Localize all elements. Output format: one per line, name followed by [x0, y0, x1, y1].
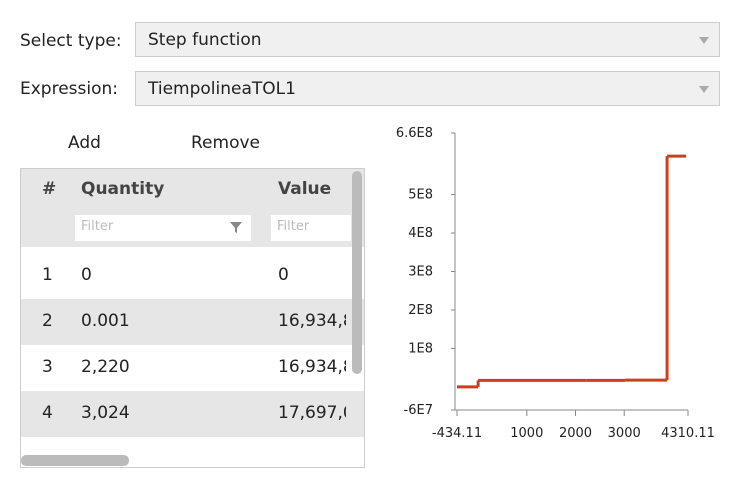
- y-tick-label: 2E8: [408, 303, 433, 318]
- filter-placeholder: Filter: [81, 219, 114, 234]
- y-tick-label: -6E7: [404, 403, 433, 418]
- table-cell: 16,934,8: [278, 311, 346, 331]
- table-cell: 2,220: [81, 357, 130, 377]
- dropdown-arrow: [699, 86, 709, 93]
- table-cell: 0.001: [81, 311, 130, 331]
- table-cell: 0: [81, 265, 92, 285]
- v-scrollbar[interactable]: [352, 171, 362, 374]
- table-row[interactable]: 3 2,220 16,934,8: [21, 345, 364, 391]
- header-cell[interactable]: Value: [278, 179, 332, 199]
- y-tick-label: 4E8: [408, 226, 433, 241]
- y-tick-label: 3E8: [408, 265, 433, 280]
- add-button[interactable]: Add: [68, 133, 101, 153]
- table-row[interactable]: 2 0.001 16,934,8: [21, 299, 364, 345]
- remove-button[interactable]: Remove: [191, 133, 260, 153]
- table-header: # Quantity Value Filter Filter: [21, 169, 364, 247]
- table-cell: 0: [278, 265, 289, 285]
- y-tick-label: 1E8: [408, 341, 433, 356]
- expression-label: Expression:: [20, 79, 119, 99]
- table-cell: 17,697,0: [278, 403, 346, 423]
- y-tick-label: 5E8: [408, 188, 433, 203]
- y-tick-label: 6.6E8: [396, 126, 433, 141]
- filter-input[interactable]: Filter: [271, 215, 351, 241]
- table-row[interactable]: 1 0 0: [21, 253, 364, 299]
- header-cell[interactable]: #: [42, 179, 57, 199]
- x-tick-label: 1000: [510, 426, 543, 441]
- table-cell: 1: [42, 265, 53, 285]
- expression-dropdown[interactable]: TiempolineaTOL1: [135, 71, 720, 106]
- table: # Quantity Value Filter Filter 1 0 0 2 0.001…: [20, 168, 365, 468]
- h-scrollbar[interactable]: [21, 455, 129, 466]
- x-tick-label: 4310.11: [661, 426, 715, 441]
- header-cell[interactable]: Quantity: [81, 179, 165, 199]
- table-cell: 16,934,8: [278, 357, 346, 377]
- expression-value: TiempolineaTOL1: [148, 79, 296, 99]
- filter-input[interactable]: Filter: [75, 215, 251, 241]
- type-label: Select type:: [20, 31, 122, 51]
- table-cell: 3: [42, 357, 53, 377]
- filter-icon: [230, 222, 242, 233]
- table-cell: 4: [42, 403, 53, 423]
- filter-placeholder: Filter: [277, 219, 310, 234]
- table-cell: 3,024: [81, 403, 130, 423]
- dropdown-arrow: [699, 37, 709, 44]
- type-value: Step function: [148, 30, 262, 50]
- table-cell: 2: [42, 311, 53, 331]
- type-dropdown[interactable]: Step function: [135, 22, 720, 57]
- x-tick-label: 3000: [608, 426, 641, 441]
- table-row[interactable]: 4 3,024 17,697,0: [21, 391, 364, 437]
- x-tick-label: -434.11: [432, 426, 482, 441]
- x-tick-label: 2000: [559, 426, 592, 441]
